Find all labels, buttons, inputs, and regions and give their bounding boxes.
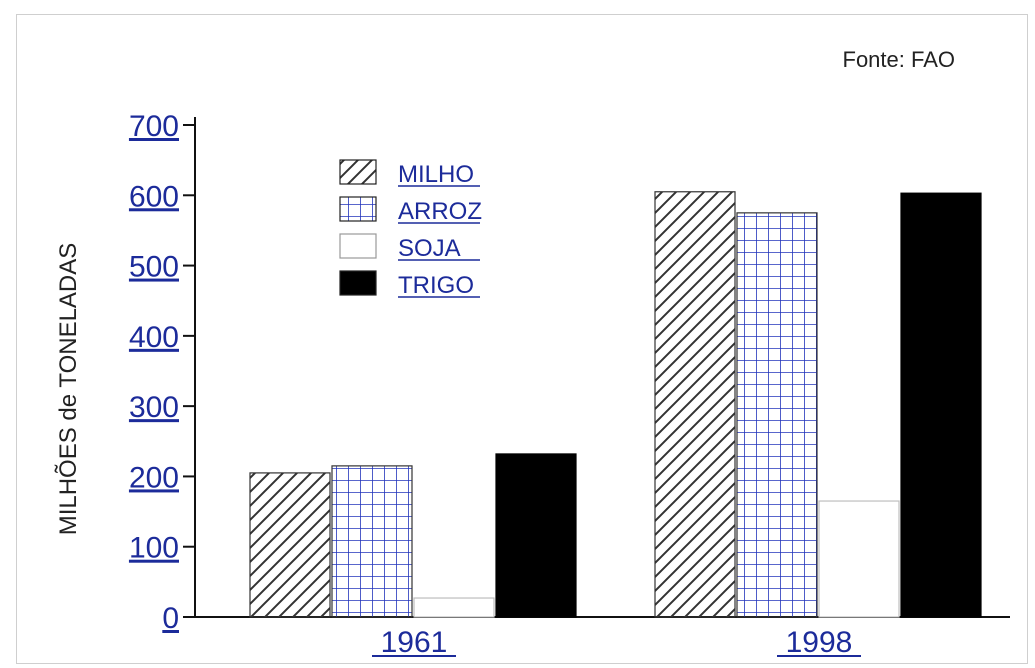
legend-swatch-soja [339,233,377,259]
y-tick-label: 700 [129,110,179,143]
legend-label-trigo: TRIGO [398,272,474,299]
bar-trigo-1998 [900,192,982,618]
y-tick-label: 100 [129,532,179,565]
legend-swatch-arroz [339,196,377,222]
bar-milho-1998 [654,191,736,618]
legend-label-soja: SOJA [398,235,461,262]
y-tick-label: 600 [129,180,179,213]
y-tick-label: 300 [129,391,179,424]
y-tick-label: 0 [162,602,179,635]
bar-soja-1961 [413,597,495,618]
bar-milho-1961 [249,472,331,618]
x-category-label: 1961 [381,626,448,659]
legend-label-arroz: ARROZ [398,198,482,225]
bar-soja-1998 [818,500,900,618]
x-category-label: 1998 [786,626,853,659]
legend-swatch-milho [339,159,377,185]
bar-arroz-1998 [736,212,818,618]
y-tick-label: 400 [129,321,179,354]
legend-swatch-trigo [339,270,377,296]
y-axis-title: MILHÕES de TONELADAS [54,243,82,536]
bar-trigo-1961 [495,453,577,618]
bar-arroz-1961 [331,465,413,618]
legend-label-milho: MILHO [398,161,474,188]
y-tick-label: 200 [129,461,179,494]
source-note: Fonte: FAO [842,47,956,72]
y-tick-label: 500 [129,251,179,284]
